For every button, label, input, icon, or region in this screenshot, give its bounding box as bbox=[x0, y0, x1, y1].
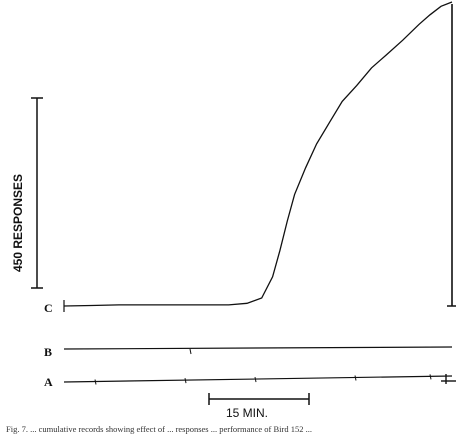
record-label-a: A bbox=[44, 375, 53, 389]
record-a-event-tick bbox=[255, 377, 256, 382]
figure-caption: Fig. 7. ... cumulative records showing e… bbox=[6, 424, 312, 434]
series-c-line bbox=[64, 2, 452, 306]
time-scale-bar bbox=[209, 393, 309, 405]
record-a-event-tick bbox=[355, 376, 356, 381]
record-b-tick bbox=[190, 349, 191, 354]
record-a-event-tick bbox=[185, 378, 186, 383]
record-label-b: B bbox=[44, 345, 52, 359]
record-label-c: C bbox=[44, 301, 53, 315]
series-a-line bbox=[64, 376, 452, 382]
record-a-event-tick bbox=[95, 380, 96, 385]
y-axis-label: 450 RESPONSES bbox=[11, 174, 25, 272]
record-a-event-tick bbox=[430, 374, 431, 379]
response-scale-bar bbox=[31, 98, 43, 288]
series-b-line bbox=[64, 347, 452, 349]
time-scale-label: 15 MIN. bbox=[226, 406, 268, 420]
